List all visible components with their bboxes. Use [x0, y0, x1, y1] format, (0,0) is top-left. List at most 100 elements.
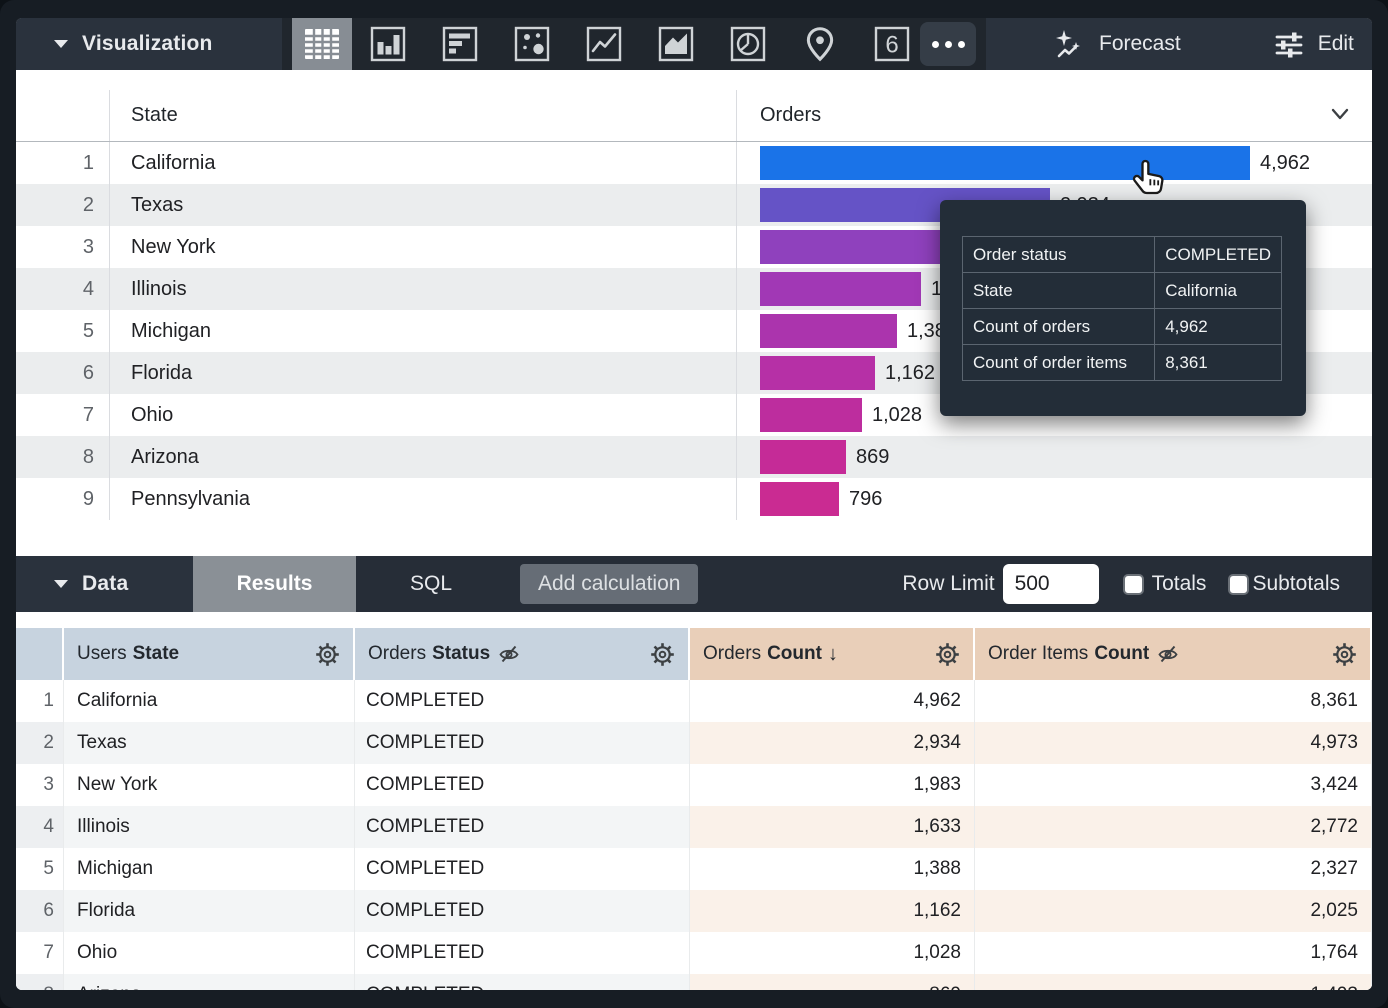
add-calculation-button[interactable]: Add calculation: [520, 564, 699, 604]
chevron-down-icon[interactable]: [1330, 107, 1350, 121]
visualization-title: Visualization: [82, 32, 213, 55]
viz-row-pennsylvania[interactable]: 9 Pennsylvania 796: [16, 478, 1372, 520]
bar-value-label: 869: [856, 445, 890, 468]
edit-button[interactable]: Edit: [1273, 28, 1354, 60]
table-row[interactable]: 7 Ohio COMPLETED 1,028 1,764: [16, 932, 1372, 974]
data-results-panel: Users State Orders Status: [16, 612, 1372, 990]
tooltip-label: Count of order items: [961, 344, 1156, 381]
state-cell: Illinois: [110, 268, 737, 310]
subtotals-label: Subtotals: [1252, 572, 1340, 595]
hidden-eye-slash-icon: [499, 645, 519, 663]
row-number: 1: [16, 142, 110, 184]
tooltip-label: Order status: [961, 236, 1156, 273]
viz-type-table-selected[interactable]: [292, 18, 352, 70]
more-viz-types-button[interactable]: [920, 22, 976, 66]
map-pin-icon: [806, 27, 834, 62]
orders-bar[interactable]: [760, 314, 897, 348]
visualization-toolbar: Visualization: [16, 18, 1372, 70]
tab-sql[interactable]: SQL: [409, 572, 453, 595]
viz-type-column-chart[interactable]: [352, 18, 424, 70]
collapse-triangle-icon: [54, 40, 68, 48]
more-ellipsis-icon: [931, 40, 939, 48]
bar-chart-icon: [442, 26, 478, 62]
app-window: Visualization: [16, 18, 1372, 990]
hover-tooltip: Order status COMPLETED State California Co…: [940, 200, 1306, 416]
table-row[interactable]: 8 Arizona COMPLETED 869 1,493: [16, 974, 1372, 990]
orders-bar[interactable]: [760, 146, 1250, 180]
totals-control: Totals: [1122, 572, 1206, 596]
subtotals-control: Subtotals: [1228, 572, 1340, 596]
state-cell: Arizona: [110, 436, 737, 478]
forecast-label: Forecast: [1099, 32, 1181, 55]
viz-row-california[interactable]: 1 California 4,962: [16, 142, 1372, 184]
orders-bar[interactable]: [760, 272, 921, 306]
toolbar-right-actions: Forecast Edit: [986, 18, 1372, 70]
row-number: 4: [16, 268, 110, 310]
viz-row-ohio[interactable]: 7 Ohio 1,028: [16, 394, 1372, 436]
viz-type-single-value[interactable]: 6: [856, 18, 928, 70]
tooltip-label: Count of orders: [961, 308, 1156, 345]
orders-bar[interactable]: [760, 356, 875, 390]
viz-row-arizona[interactable]: 8 Arizona 869: [16, 436, 1372, 478]
gear-icon[interactable]: [314, 641, 341, 668]
bar-value-label: 1,028: [872, 403, 923, 426]
viz-type-line[interactable]: [568, 18, 640, 70]
state-cell: Texas: [110, 184, 737, 226]
collapse-triangle-icon: [54, 580, 68, 588]
data-toolbar: Data Results SQL Add calculation Row Lim…: [16, 556, 1372, 612]
viz-type-scatter[interactable]: [496, 18, 568, 70]
users-state-column-header[interactable]: Users State: [64, 628, 355, 680]
orders-bar[interactable]: [760, 398, 862, 432]
row-limit-input[interactable]: [1002, 564, 1099, 604]
tooltip-table: Order status COMPLETED State California Co…: [961, 236, 1282, 381]
tooltip-value: 8,361: [1154, 344, 1282, 381]
row-number: 3: [16, 226, 110, 268]
area-chart-icon: [658, 26, 694, 62]
line-chart-icon: [586, 26, 622, 62]
gear-icon[interactable]: [934, 641, 961, 668]
state-cell: Michigan: [110, 310, 737, 352]
viz-type-area[interactable]: [640, 18, 712, 70]
table-row[interactable]: 5 Michigan COMPLETED 1,388 2,327: [16, 848, 1372, 890]
bar-value-label: 796: [849, 487, 883, 510]
orders-bar[interactable]: [760, 440, 846, 474]
viz-type-bar-chart[interactable]: [424, 18, 496, 70]
data-section-header[interactable]: Data: [16, 556, 193, 612]
visualization-section-header[interactable]: Visualization: [16, 18, 282, 70]
gear-icon[interactable]: [649, 641, 676, 668]
tab-results[interactable]: Results: [193, 556, 356, 612]
subtotals-checkbox[interactable]: [1228, 573, 1250, 595]
row-limit-label: Row Limit: [902, 572, 995, 595]
sort-desc-arrow-icon[interactable]: ↓: [827, 642, 838, 665]
table-icon: [305, 29, 339, 59]
orders-count-column-header[interactable]: Orders Count ↓: [690, 628, 975, 680]
table-row[interactable]: 6 Florida COMPLETED 1,162 2,025: [16, 890, 1372, 932]
forecast-button[interactable]: Forecast: [1052, 28, 1181, 60]
gear-icon[interactable]: [1331, 641, 1358, 668]
state-cell: Ohio: [110, 394, 737, 436]
orders-status-column-header[interactable]: Orders Status: [355, 628, 690, 680]
pie-chart-icon: [730, 26, 766, 62]
data-table-header: Users State Orders Status: [16, 628, 1372, 680]
orders-bar[interactable]: [760, 230, 956, 264]
orders-bar[interactable]: [760, 482, 839, 516]
viz-col-orders-header[interactable]: Orders: [737, 90, 1372, 141]
table-row[interactable]: 4 Illinois COMPLETED 1,633 2,772: [16, 806, 1372, 848]
order-items-count-column-header[interactable]: Order Items Count: [975, 628, 1372, 680]
table-row[interactable]: 2 Texas COMPLETED 2,934 4,973: [16, 722, 1372, 764]
viz-type-map[interactable]: [784, 18, 856, 70]
bar-value-label: 1,162: [885, 361, 936, 384]
edit-tune-icon: [1275, 32, 1303, 58]
table-row[interactable]: 3 New York COMPLETED 1,983 3,424: [16, 764, 1372, 806]
state-cell: Florida: [110, 352, 737, 394]
viz-type-pie[interactable]: [712, 18, 784, 70]
viz-row-new-york[interactable]: 3 New York 1,983: [16, 226, 1372, 268]
viz-type-switcher: 6: [282, 18, 986, 70]
totals-checkbox[interactable]: [1122, 573, 1144, 595]
table-row[interactable]: 1 California COMPLETED 4,962 8,361: [16, 680, 1372, 722]
row-number: 2: [16, 184, 110, 226]
svg-text:6: 6: [885, 32, 898, 59]
viz-col-state-header[interactable]: State: [110, 90, 737, 141]
row-number: 7: [16, 394, 110, 436]
tooltip-value: California: [1154, 272, 1282, 309]
